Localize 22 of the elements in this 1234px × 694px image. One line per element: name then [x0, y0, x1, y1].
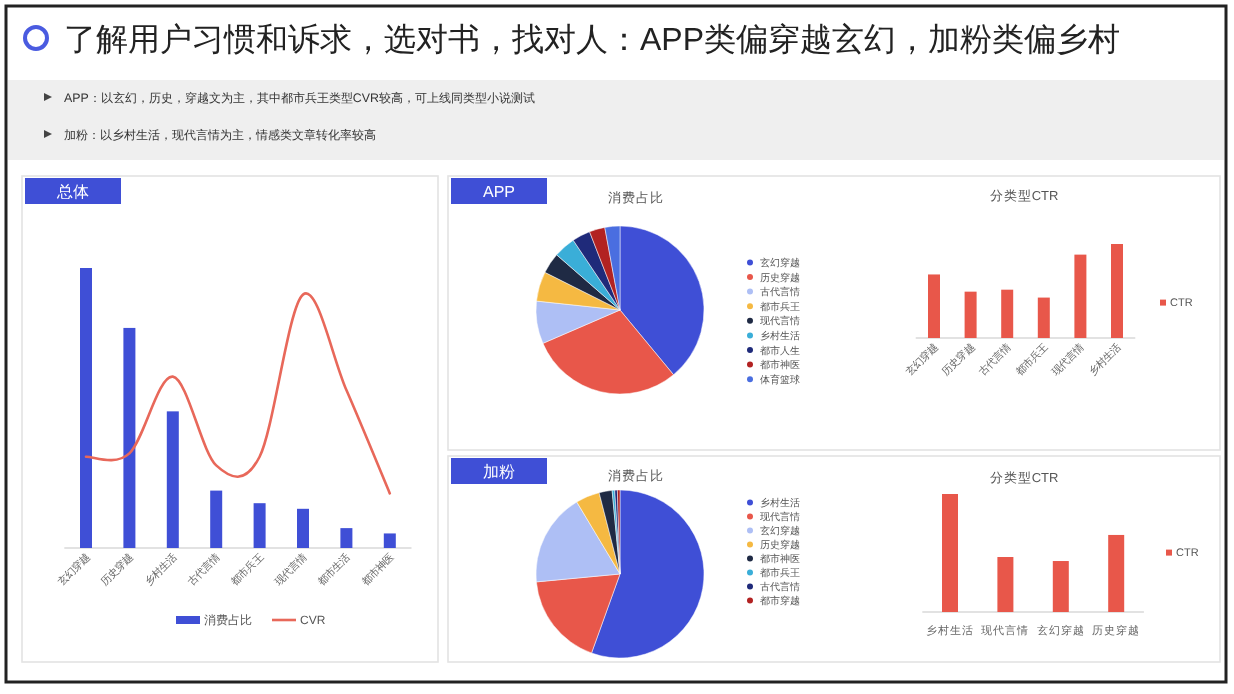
bar: [210, 490, 223, 548]
bar: [928, 274, 940, 338]
bar: [942, 494, 958, 612]
bar: [297, 508, 309, 548]
bar: [340, 528, 353, 548]
bar: [1001, 289, 1014, 338]
bar: [383, 533, 396, 548]
text: 了解用户习惯和诉求，选对书，找对人：APP类偏穿越玄幻，加粉类偏乡村: [64, 22, 1121, 58]
chart-title: 加粉: [483, 463, 515, 481]
bar: [964, 291, 977, 338]
bar: [1108, 534, 1125, 612]
bar: [1074, 254, 1087, 338]
chart-title: APP: [482, 183, 516, 201]
bar: [166, 411, 179, 548]
bar: [123, 327, 136, 548]
chart-title: 总体: [55, 183, 89, 201]
bar: [1111, 244, 1123, 338]
bar: [997, 557, 1014, 612]
bar: [253, 503, 266, 548]
bar: [1052, 561, 1069, 612]
bar: [1037, 297, 1050, 338]
bar: [80, 268, 92, 548]
